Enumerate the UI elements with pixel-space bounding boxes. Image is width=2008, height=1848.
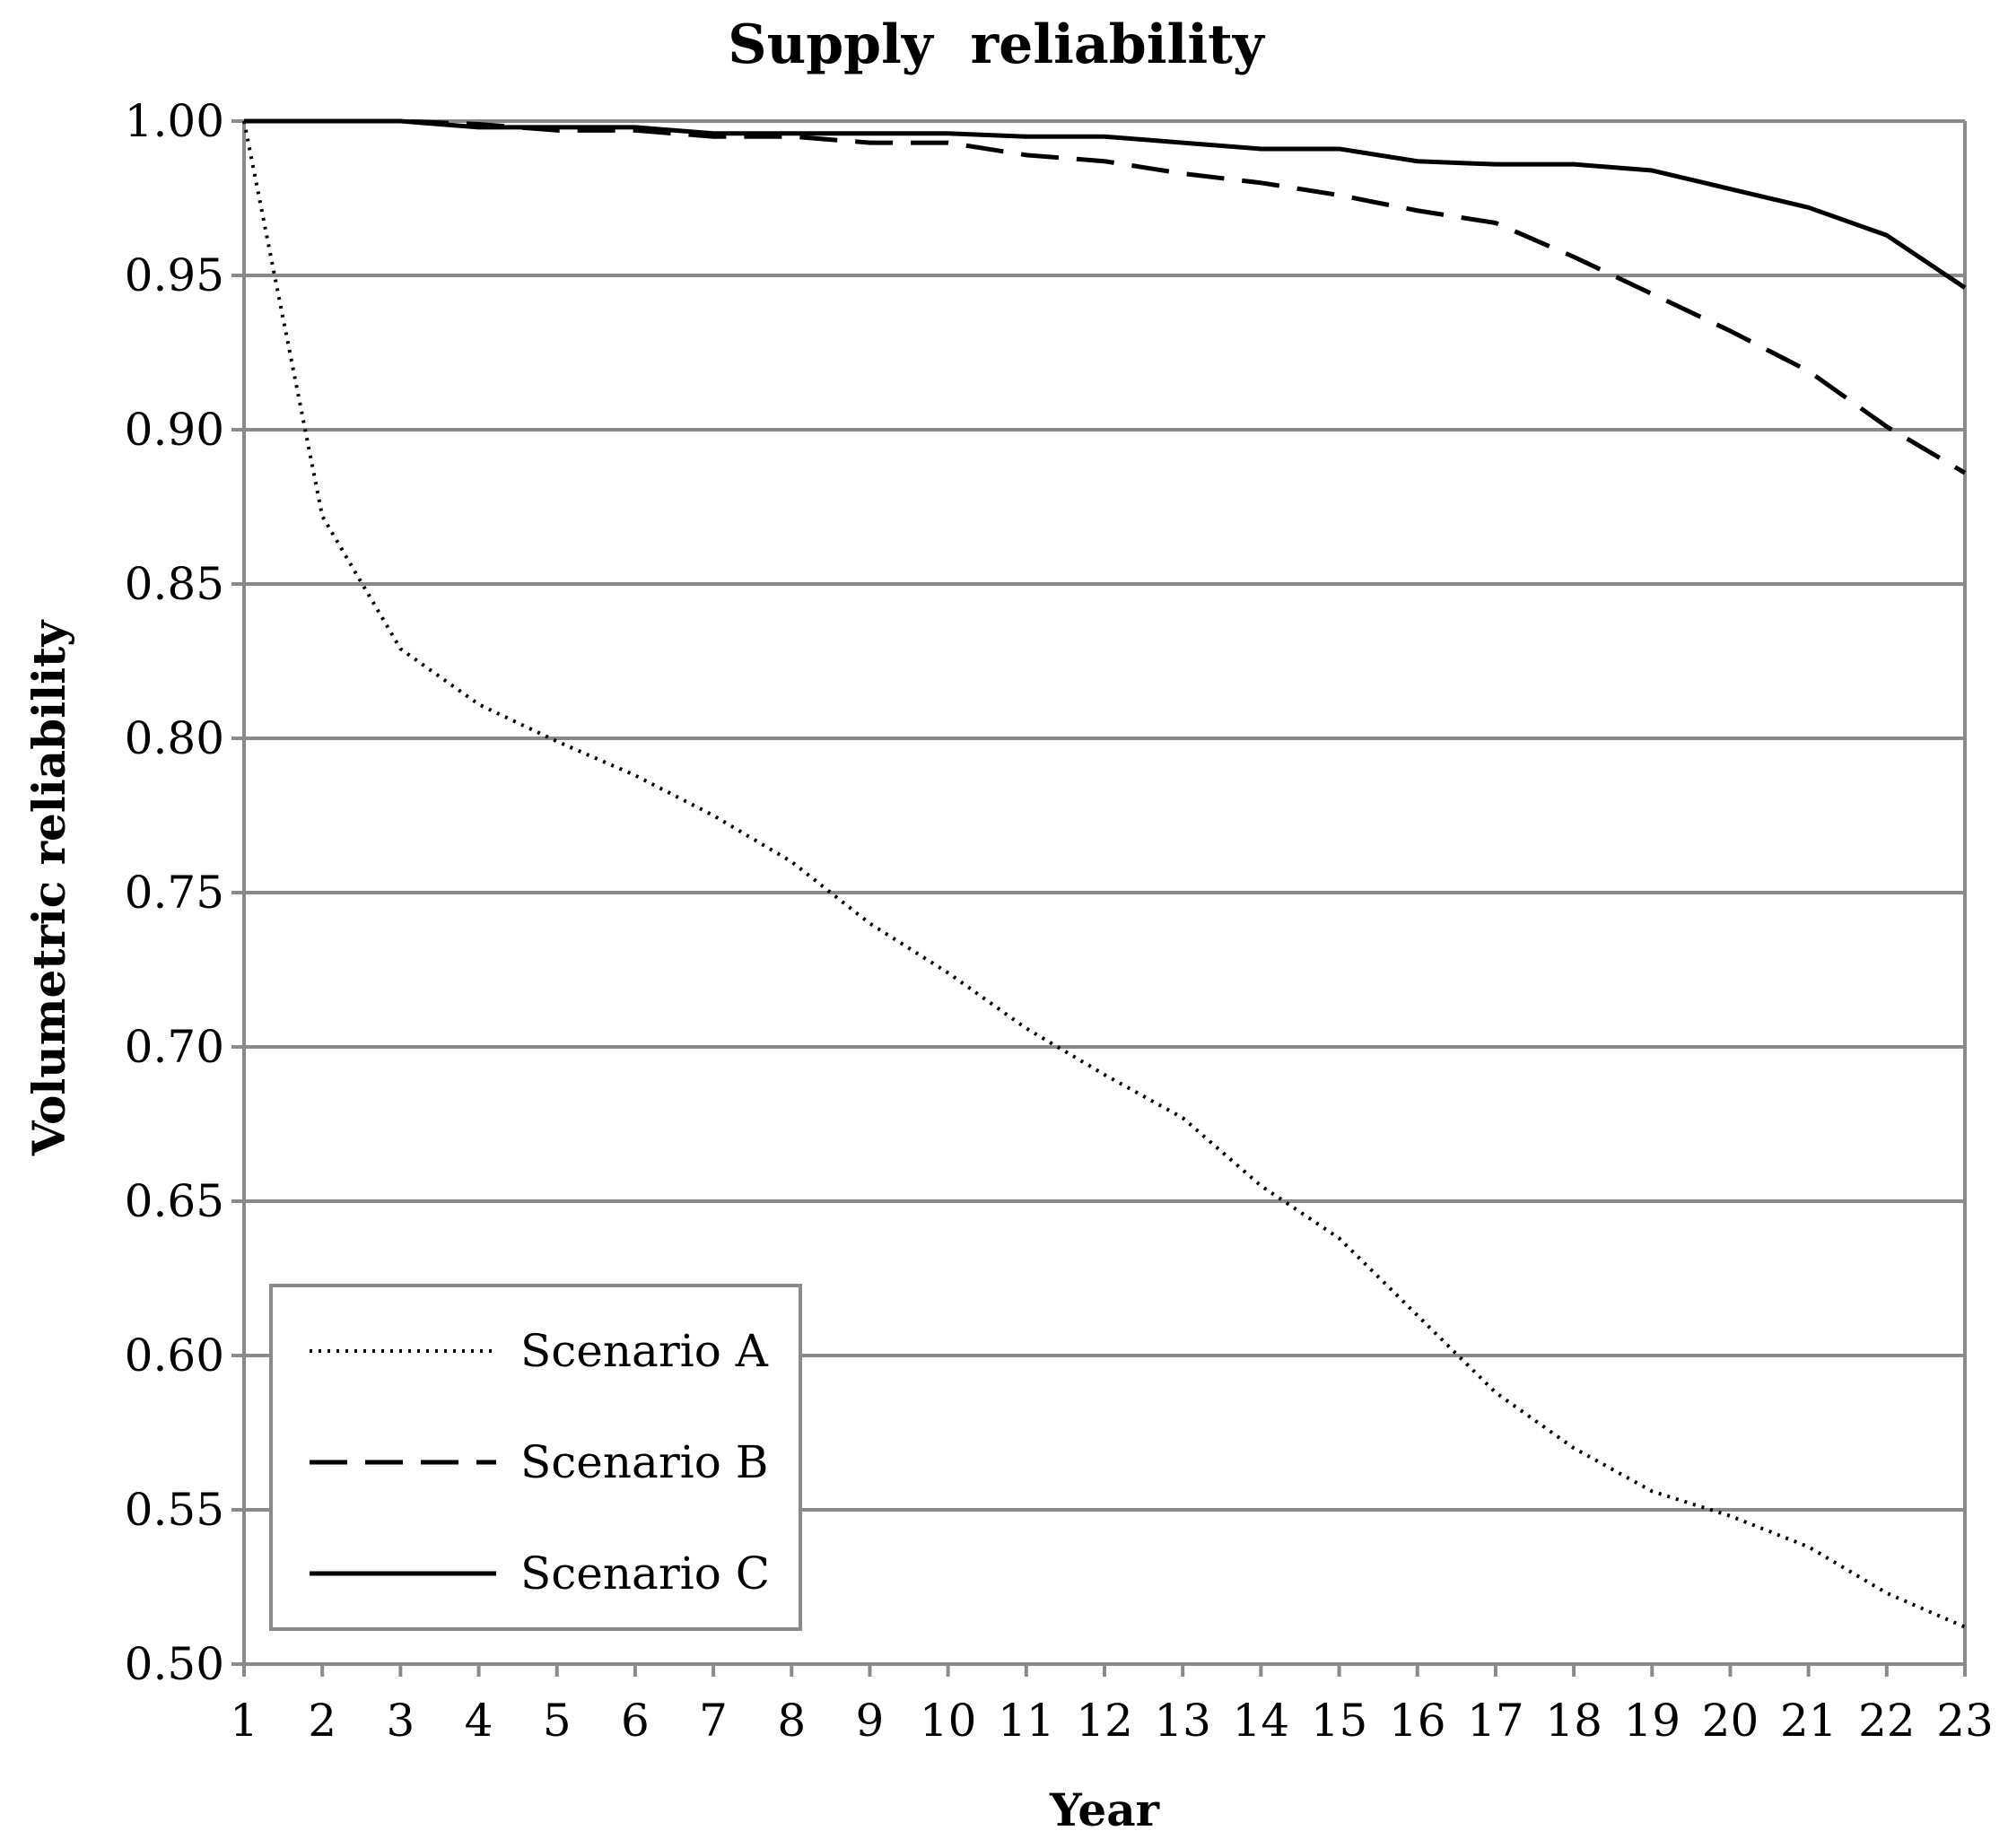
x-tick-label: 17 — [1467, 1695, 1524, 1747]
y-tick-label: 0.50 — [125, 1638, 224, 1690]
series-line-scenario-a — [242, 120, 1966, 1629]
x-tick-label: 10 — [920, 1695, 977, 1747]
x-tick-label: 5 — [543, 1695, 572, 1747]
axes-layer: 0.50 0.55 0.60 0.65 0.70 0.75 0.80 0.85 0.90 0.95… — [125, 95, 1994, 1747]
y-tick-label: 0.70 — [125, 1021, 224, 1073]
legend-label: Scenario B — [520, 1436, 769, 1488]
x-tick-label: 16 — [1389, 1695, 1446, 1747]
y-tick-label: 0.90 — [125, 404, 224, 456]
x-tick-label: 18 — [1545, 1695, 1602, 1747]
x-tick-label: 7 — [699, 1695, 728, 1747]
y-tick-label: 0.55 — [125, 1484, 224, 1536]
x-tick-label: 14 — [1233, 1695, 1290, 1747]
y-tick-label: 0.80 — [125, 712, 224, 764]
y-tick-label: 0.85 — [125, 558, 224, 610]
series-line-scenario-c — [244, 118, 1967, 290]
x-tick-label: 1 — [230, 1695, 258, 1747]
x-tick-label: 2 — [308, 1695, 336, 1747]
x-tick-label: 19 — [1623, 1695, 1681, 1747]
chart-title: Supply reliability — [728, 13, 1266, 76]
x-tick-label: 3 — [386, 1695, 415, 1747]
x-tick-label: 13 — [1154, 1695, 1211, 1747]
x-axis-title: Year — [1049, 1783, 1160, 1836]
x-tick-label: 8 — [777, 1695, 806, 1747]
y-tick-label: 1.00 — [125, 95, 224, 147]
x-tick-label: 23 — [1936, 1695, 1994, 1747]
x-tick-label: 12 — [1076, 1695, 1133, 1747]
legend-label: Scenario A — [520, 1325, 769, 1377]
y-tick-label: 0.65 — [125, 1175, 224, 1227]
x-tick-label: 21 — [1780, 1695, 1838, 1747]
y-axis-title: Volumetric reliability — [22, 619, 75, 1156]
y-tick-label: 0.95 — [125, 249, 224, 301]
x-tick-label: 11 — [998, 1695, 1055, 1747]
series-layer — [242, 118, 1967, 1629]
series-line-scenario-b — [244, 118, 1967, 475]
x-tick-label: 20 — [1702, 1695, 1759, 1747]
y-tick-label: 0.75 — [125, 867, 224, 919]
x-tick-label: 15 — [1311, 1695, 1368, 1747]
legend-label: Scenario C — [520, 1547, 770, 1600]
x-tick-label: 22 — [1858, 1695, 1916, 1747]
y-tick-label: 0.60 — [125, 1329, 224, 1382]
legend: Scenario A Scenario B Scenario C — [269, 1284, 802, 1631]
x-tick-label: 6 — [621, 1695, 650, 1747]
x-tick-label: 4 — [465, 1695, 493, 1747]
x-tick-label: 9 — [856, 1695, 885, 1747]
